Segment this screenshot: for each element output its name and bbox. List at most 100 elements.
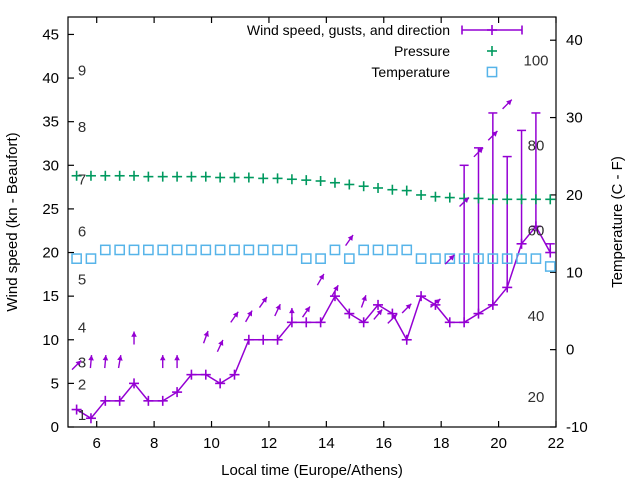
data-point-marker xyxy=(128,244,140,256)
y-axis-title-right: Temperature (C - F) xyxy=(609,156,626,288)
data-point-marker xyxy=(358,244,370,256)
series-layer xyxy=(71,112,556,424)
beaufort-label-1: 1 xyxy=(78,407,86,424)
wind-direction-arrow xyxy=(258,296,268,308)
y-tick-label-right-0: 0 xyxy=(566,342,574,359)
arrow-head xyxy=(232,311,239,318)
y-tick-label-left-20: 20 xyxy=(42,245,59,262)
data-point-marker xyxy=(300,253,312,264)
wind-direction-arrow xyxy=(345,234,354,247)
series-temperature xyxy=(71,244,556,272)
data-point-marker xyxy=(430,253,441,264)
x-tick-label-8: 8 xyxy=(150,435,158,452)
x-tick-label-10: 10 xyxy=(203,435,220,452)
arrow-head xyxy=(102,355,109,361)
arrow-head xyxy=(159,355,166,361)
arrow-head xyxy=(203,331,209,337)
data-point-marker xyxy=(171,244,183,256)
x-tick-label-6: 6 xyxy=(93,435,101,452)
arrow-head xyxy=(491,131,498,137)
beaufort-label-3: 3 xyxy=(78,355,86,372)
y-tick-label-right-30: 30 xyxy=(566,110,583,127)
beaufort-label-4: 4 xyxy=(78,320,86,337)
legend-item-2[interactable]: Temperature xyxy=(371,64,498,80)
beaufort-label-6: 6 xyxy=(78,224,86,241)
wind-direction-arrow xyxy=(117,355,123,369)
arrow-head xyxy=(275,304,281,311)
fahrenheit-label-100: 100 xyxy=(523,53,548,70)
arrow-head xyxy=(318,273,324,280)
x-tick-label-14: 14 xyxy=(318,435,335,452)
wind-direction-arrow xyxy=(71,359,82,371)
data-point-marker xyxy=(200,244,212,256)
data-point-marker xyxy=(544,261,556,272)
data-point-marker xyxy=(415,253,427,264)
x-tick-label-12: 12 xyxy=(261,435,278,452)
beaufort-label-9: 9 xyxy=(78,62,86,79)
data-point-marker xyxy=(114,244,126,256)
y-tick-label-left-0: 0 xyxy=(51,419,59,436)
data-point-marker xyxy=(71,253,82,264)
fahrenheit-label-20: 20 xyxy=(528,389,545,406)
arrow-head xyxy=(88,355,94,361)
data-point-marker xyxy=(143,244,154,256)
data-point-marker xyxy=(458,253,470,264)
y-tick-label-left-5: 5 xyxy=(51,375,59,392)
x-tick-label-18: 18 xyxy=(433,435,450,452)
arrow-head xyxy=(75,360,82,367)
wind-direction-arrow xyxy=(230,311,239,323)
y-tick-label-left-25: 25 xyxy=(42,201,59,218)
wind-direction-arrow xyxy=(459,196,470,208)
wind-direction-arrows-layer xyxy=(71,99,513,371)
arrow-head xyxy=(434,298,441,305)
series-pressure xyxy=(71,170,556,205)
arrow-head xyxy=(448,254,455,261)
data-point-marker xyxy=(186,244,197,256)
data-point-marker xyxy=(99,244,111,256)
data-point-marker xyxy=(530,253,542,264)
arrow-head xyxy=(131,331,137,337)
x-tick-label-16: 16 xyxy=(375,435,392,452)
wind-direction-arrow xyxy=(360,295,367,308)
data-point-marker xyxy=(157,244,169,256)
data-point-marker xyxy=(487,253,499,264)
arrow-head xyxy=(333,285,339,292)
wind-direction-arrow xyxy=(401,303,412,314)
data-point-marker xyxy=(214,244,226,256)
wind-direction-arrow xyxy=(487,130,498,141)
wind-direction-arrow xyxy=(444,254,455,265)
y-tick-label-right-40: 40 xyxy=(566,32,583,49)
wind-speed-line xyxy=(76,225,551,420)
y-tick-label-right-20: 20 xyxy=(566,187,583,204)
arrow-head xyxy=(247,310,253,317)
legend-item-1[interactable]: Pressure xyxy=(394,43,497,59)
series-wind-speed xyxy=(71,112,556,424)
data-point-marker xyxy=(315,253,326,264)
arrow-head xyxy=(304,306,310,313)
plot-frame xyxy=(67,16,557,428)
legend-item-0[interactable]: Wind speed, gusts, and direction xyxy=(247,22,523,38)
data-point-marker xyxy=(387,244,398,256)
wind-direction-arrow xyxy=(216,339,224,353)
data-point-marker xyxy=(444,253,456,264)
wind-direction-arrow xyxy=(373,309,383,320)
x-tick-label-20: 20 xyxy=(490,435,507,452)
y-tick-label-right-10: 10 xyxy=(566,264,583,281)
wind-direction-arrow xyxy=(430,298,441,308)
arrow-head xyxy=(477,147,484,154)
wind-direction-arrow xyxy=(202,330,209,344)
wind-direction-arrow xyxy=(331,284,339,297)
arrow-head xyxy=(347,234,354,241)
legend-label-0: Wind speed, gusts, and direction xyxy=(247,22,450,38)
y-tick-label-left-15: 15 xyxy=(42,288,59,305)
arrow-head xyxy=(117,355,123,361)
axes-layer: 6 8 10 12 14 16 18 20 22051015202530354045-10010… xyxy=(4,16,626,479)
wind-direction-arrow xyxy=(387,313,398,324)
beaufort-label-2: 2 xyxy=(78,376,86,393)
arrow-head xyxy=(463,197,469,203)
data-point-marker xyxy=(243,244,255,256)
wind-direction-arrow xyxy=(316,273,325,286)
inner-scale-labels-layer: 1 2 3 4 5 6 7 8 9 20 40 60 80 100 xyxy=(78,53,549,424)
arrow-head xyxy=(405,303,412,310)
